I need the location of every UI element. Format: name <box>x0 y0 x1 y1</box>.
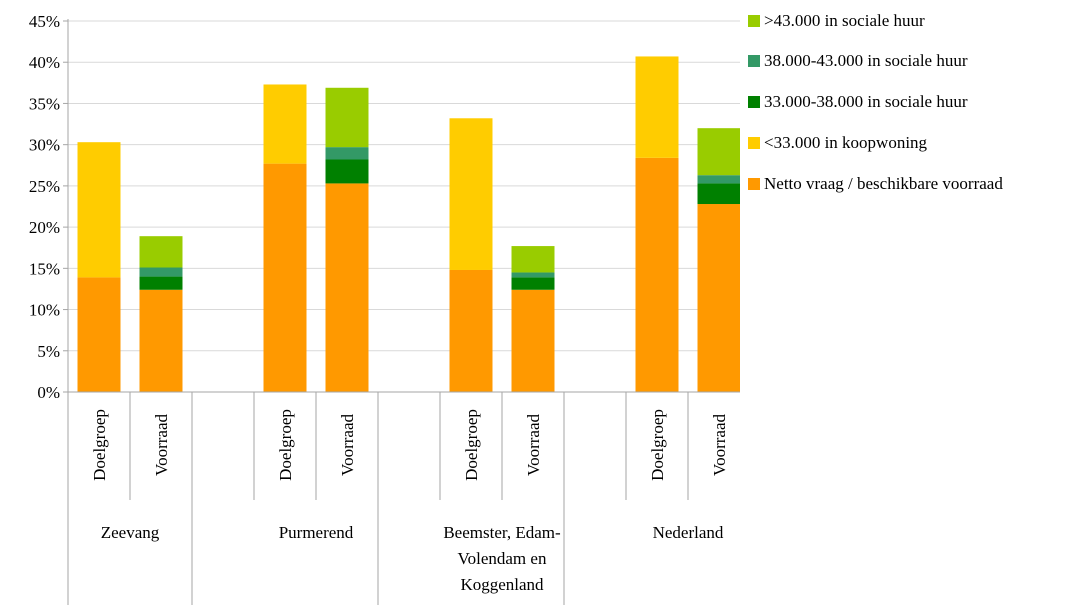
y-tick-label: 0% <box>37 383 60 402</box>
legend-swatch <box>748 55 760 67</box>
category-label: Voorraad <box>524 414 543 476</box>
y-tick-label: 35% <box>29 94 60 113</box>
category-label: Doelgroep <box>276 409 295 481</box>
category-label: Doelgroep <box>648 409 667 481</box>
bar-segment <box>325 159 369 184</box>
legend-label: >43.000 in sociale huur <box>764 11 925 30</box>
legend-label: Netto vraag / beschikbare voorraad <box>764 174 1003 193</box>
category-labels: Doelgroep Voorraad Doelgroep Voorraad Doelgr… <box>90 409 729 481</box>
y-tick-label: 5% <box>37 342 60 361</box>
bar-segment <box>325 183 369 392</box>
group-label: Beemster, Edam- Volendam en Koggenland <box>443 523 561 594</box>
group-label: Nederland <box>653 523 724 542</box>
group-label-line: Koggenland <box>460 575 544 594</box>
bar-segment <box>635 157 679 392</box>
group-label-line: Volendam en <box>458 549 547 568</box>
group-label-line: Zeevang <box>101 523 160 542</box>
bar-segment <box>697 183 740 205</box>
y-tick-label: 25% <box>29 177 60 196</box>
bar-segment <box>449 118 493 270</box>
bar-segment <box>635 56 679 158</box>
group-label: Purmerend <box>279 523 354 542</box>
legend-swatch <box>748 137 760 149</box>
group-label-line: Beemster, Edam- <box>443 523 561 542</box>
bar-segment <box>511 277 555 290</box>
category-label: Doelgroep <box>462 409 481 481</box>
bar-segment <box>263 84 307 164</box>
bar-segment <box>263 163 307 392</box>
category-label: Voorraad <box>710 414 729 476</box>
y-tick-label: 20% <box>29 218 60 237</box>
legend-label: <33.000 in koopwoning <box>764 133 928 152</box>
legend-swatch <box>748 178 760 190</box>
bar-segment <box>325 87 369 148</box>
category-label: Voorraad <box>152 414 171 476</box>
bar-segment <box>325 147 369 160</box>
legend-swatch <box>748 15 760 27</box>
bar-segment <box>511 289 555 392</box>
axes <box>63 19 740 605</box>
group-label-line: Purmerend <box>279 523 354 542</box>
chart-canvas: 0% 5% 10% 15% 20% 25% 30% 35% 40% 45% Doelgroep Vo… <box>29 12 740 605</box>
group-labels: Zeevang Purmerend Beemster, Edam- Volendam … <box>101 523 724 594</box>
bar-segment <box>697 128 740 176</box>
legend-label: 33.000-38.000 in sociale huur <box>764 92 968 111</box>
legend-swatch <box>748 96 760 108</box>
category-label: Doelgroep <box>90 409 109 481</box>
bar-segment <box>449 269 493 392</box>
group-label-line: Nederland <box>653 523 724 542</box>
y-tick-label: 40% <box>29 53 60 72</box>
legend-label: 38.000-43.000 in sociale huur <box>764 51 968 70</box>
bar-segment <box>77 142 121 278</box>
bar-segment <box>139 276 183 290</box>
bar-segment <box>139 267 183 277</box>
bar-segment <box>139 289 183 392</box>
bar-segment <box>77 277 121 392</box>
y-axis-tick-labels: 0% 5% 10% 15% 20% 25% 30% 35% 40% 45% <box>29 12 60 402</box>
bar-segment <box>697 175 740 184</box>
y-tick-label: 10% <box>29 301 60 320</box>
bar-segment <box>511 272 555 278</box>
bars <box>77 56 740 392</box>
bar-segment <box>511 246 555 273</box>
bar-segment <box>139 236 183 268</box>
y-tick-label: 30% <box>29 136 60 155</box>
category-label: Voorraad <box>338 414 357 476</box>
y-tick-label: 15% <box>29 259 60 278</box>
bar-segment <box>697 204 740 392</box>
group-label: Zeevang <box>101 523 160 542</box>
y-tick-label: 45% <box>29 12 60 31</box>
